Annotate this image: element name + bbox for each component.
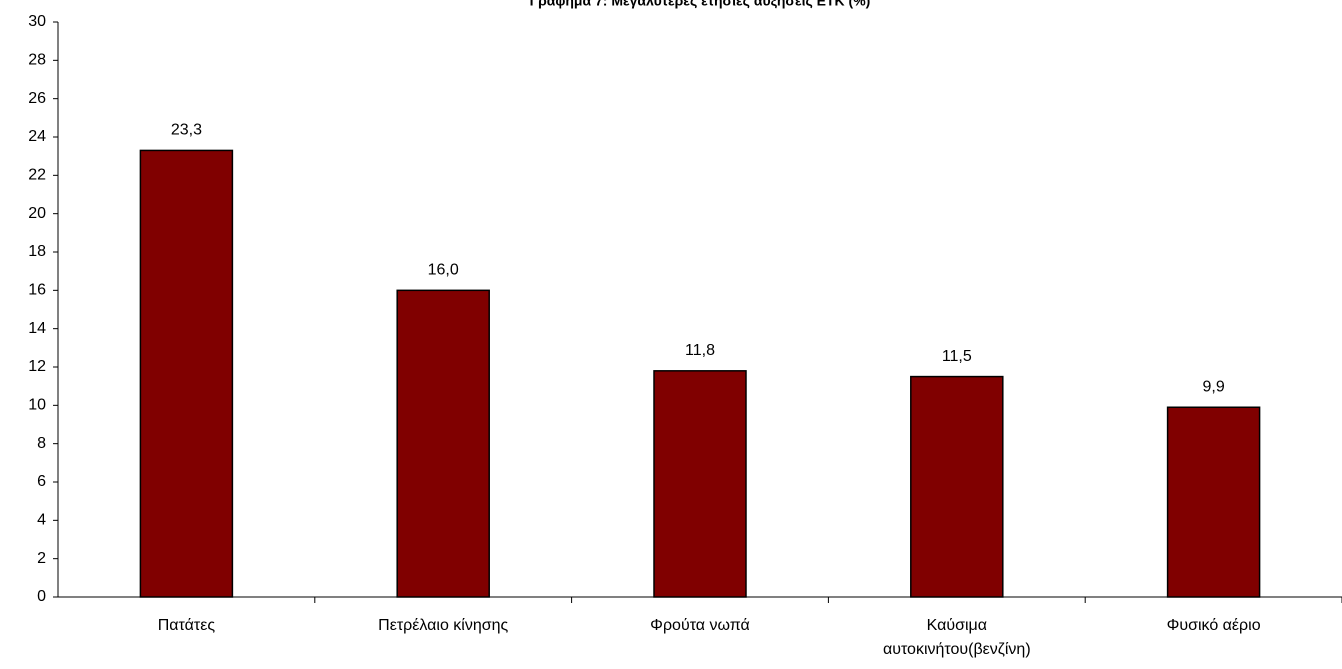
y-tick-label: 12 (28, 358, 46, 375)
y-tick-label: 30 (28, 13, 46, 30)
x-tick-label: Πετρέλαιο κίνησης (378, 617, 509, 634)
value-label: 23,3 (171, 122, 202, 139)
y-tick-label: 0 (37, 588, 46, 605)
value-label: 11,8 (685, 342, 715, 359)
y-tick-label: 4 (37, 512, 46, 529)
y-tick-label: 16 (28, 282, 46, 299)
y-tick-label: 22 (28, 167, 46, 184)
bar (653, 370, 747, 598)
y-tick-label: 14 (28, 320, 46, 337)
bar (139, 149, 234, 598)
x-tick-label: Φρούτα νωπά (650, 617, 750, 634)
value-label: 9,9 (1202, 378, 1224, 395)
y-tick-label: 10 (28, 397, 46, 414)
y-tick-label: 8 (37, 435, 46, 452)
bar (1166, 406, 1261, 598)
value-label: 11,5 (942, 348, 972, 365)
y-tick-label: 20 (28, 205, 46, 222)
value-label: 16,0 (428, 262, 459, 279)
bar (396, 289, 490, 598)
chart-title: Γράφημα 7: Μεγαλύτερες ετήσιες αυξήσεις … (530, 0, 871, 9)
y-tick-label: 2 (37, 550, 46, 567)
y-tick-label: 28 (28, 52, 46, 69)
y-tick-label: 6 (37, 473, 46, 490)
bar (910, 375, 1004, 598)
y-tick-label: 24 (28, 128, 46, 145)
x-tick-label: Φυσικό αέριο (1166, 617, 1261, 634)
y-tick-label: 26 (28, 90, 46, 107)
x-tick-label: Καύσιμα αυτοκινήτου(βενζίνη) (882, 617, 1031, 658)
x-tick-label: Πατάτες (157, 617, 216, 634)
y-tick-label: 18 (28, 243, 46, 260)
